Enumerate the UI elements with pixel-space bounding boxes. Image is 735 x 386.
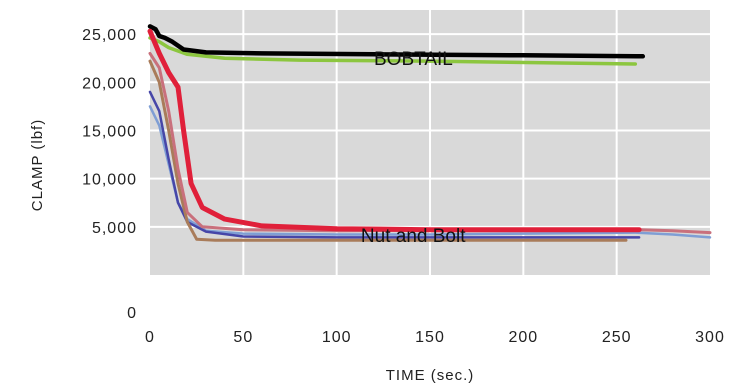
x-tick-label-4: 200	[508, 329, 538, 346]
y-tick-label-4: 20,000	[82, 75, 137, 92]
y-axis-label: CLAMP (lbf)	[29, 119, 46, 211]
x-tick-label-2: 100	[322, 329, 352, 346]
y-tick-label-3: 15,000	[82, 123, 137, 140]
series-line-5	[148, 51, 712, 235]
annotation-0: BOBTAIL	[374, 49, 453, 70]
series-line-3	[148, 90, 641, 239]
x-tick-label-0: 0	[145, 329, 155, 346]
x-tick-label-3: 150	[415, 329, 445, 346]
tick-labels: 0 50 100 150 200 250 300 0 5,000 10,000 15,000 20,0…	[82, 27, 725, 346]
series-line-0	[148, 36, 638, 66]
y-tick-label-2: 10,000	[82, 172, 137, 189]
y-tick-label-0: 0	[127, 305, 137, 322]
x-tick-label-1: 50	[233, 329, 253, 346]
y-tick-label-1: 5,000	[92, 220, 137, 237]
data-series	[147, 24, 712, 242]
y-tick-label-5: 25,000	[82, 27, 137, 44]
x-tick-label-5: 250	[602, 329, 632, 346]
annotations: BOBTAIL Nut and Bolt	[361, 49, 466, 247]
annotation-1: Nut and Bolt	[361, 226, 466, 247]
x-tick-label-6: 300	[695, 329, 725, 346]
series-line-1	[147, 24, 646, 59]
series-line-6	[147, 28, 642, 233]
series-line-4	[148, 59, 628, 242]
x-axis-label: TIME (sec.)	[386, 367, 475, 384]
